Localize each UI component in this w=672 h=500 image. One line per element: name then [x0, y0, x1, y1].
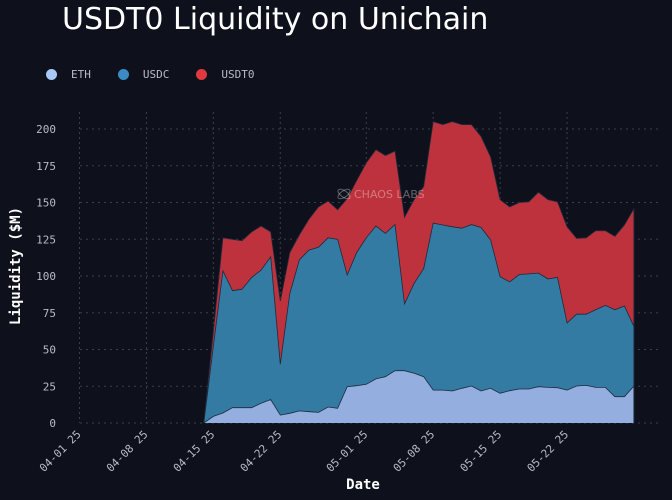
- line-usdt0: [203, 121, 635, 424]
- area-eth: [203, 370, 635, 423]
- x-tick-label: 05-22 25: [525, 428, 572, 475]
- area-usdt0: [203, 121, 635, 423]
- legend-marker-usdt0: [196, 69, 208, 80]
- legend: ETH USDC USDT0: [46, 68, 282, 81]
- watermark-text: CHAOS LABS: [354, 188, 425, 201]
- y-tick-label: 75: [43, 307, 56, 320]
- x-tick-label: 04-01 25: [37, 428, 84, 475]
- legend-item-eth[interactable]: ETH: [46, 68, 91, 81]
- y-axis-ticks: 0 25 50 75 100 125 150 175 200: [36, 123, 56, 430]
- x-tick-label: 04-22 25: [238, 428, 285, 475]
- y-tick-label: 50: [43, 344, 56, 357]
- line-eth: [203, 370, 635, 424]
- watermark: CHAOS LABS: [337, 188, 425, 201]
- legend-item-usdc[interactable]: USDC: [117, 68, 170, 81]
- series-outlines: [203, 121, 635, 424]
- x-tick-label: 05-15 25: [458, 428, 505, 475]
- y-tick-label: 0: [49, 417, 56, 430]
- y-tick-label: 125: [36, 233, 56, 246]
- chaos-labs-logo-icon: [337, 188, 351, 200]
- y-axis-title: Liquidity ($M): [8, 207, 24, 325]
- area-usdc: [203, 223, 635, 423]
- legend-item-usdt0[interactable]: USDT0: [196, 68, 255, 81]
- line-usdc: [203, 222, 635, 424]
- x-tick-label: 04-08 25: [104, 428, 151, 475]
- x-axis-title: Date: [346, 477, 380, 493]
- y-tick-label: 200: [36, 123, 56, 136]
- x-tick-label: 04-15 25: [171, 428, 218, 475]
- stacked-areas: [203, 121, 635, 423]
- y-tick-label: 100: [36, 270, 56, 283]
- x-axis-ticks: 04-01 25 04-08 25 04-15 25 04-22 25 05-01 25…: [37, 428, 571, 475]
- y-tick-label: 150: [36, 197, 56, 210]
- legend-marker-eth: [46, 69, 57, 80]
- legend-marker-usdc: [117, 69, 129, 80]
- chart-title: USDT0 Liquidity on Unichain: [62, 2, 489, 37]
- legend-label-usdt0: USDT0: [221, 68, 255, 81]
- x-tick-label: 05-01 25: [324, 428, 371, 475]
- x-tick-label: 05-08 25: [391, 428, 438, 475]
- y-tick-label: 175: [36, 160, 56, 173]
- legend-label-usdc: USDC: [142, 68, 170, 81]
- legend-label-eth: ETH: [71, 68, 91, 81]
- y-tick-label: 25: [43, 380, 56, 393]
